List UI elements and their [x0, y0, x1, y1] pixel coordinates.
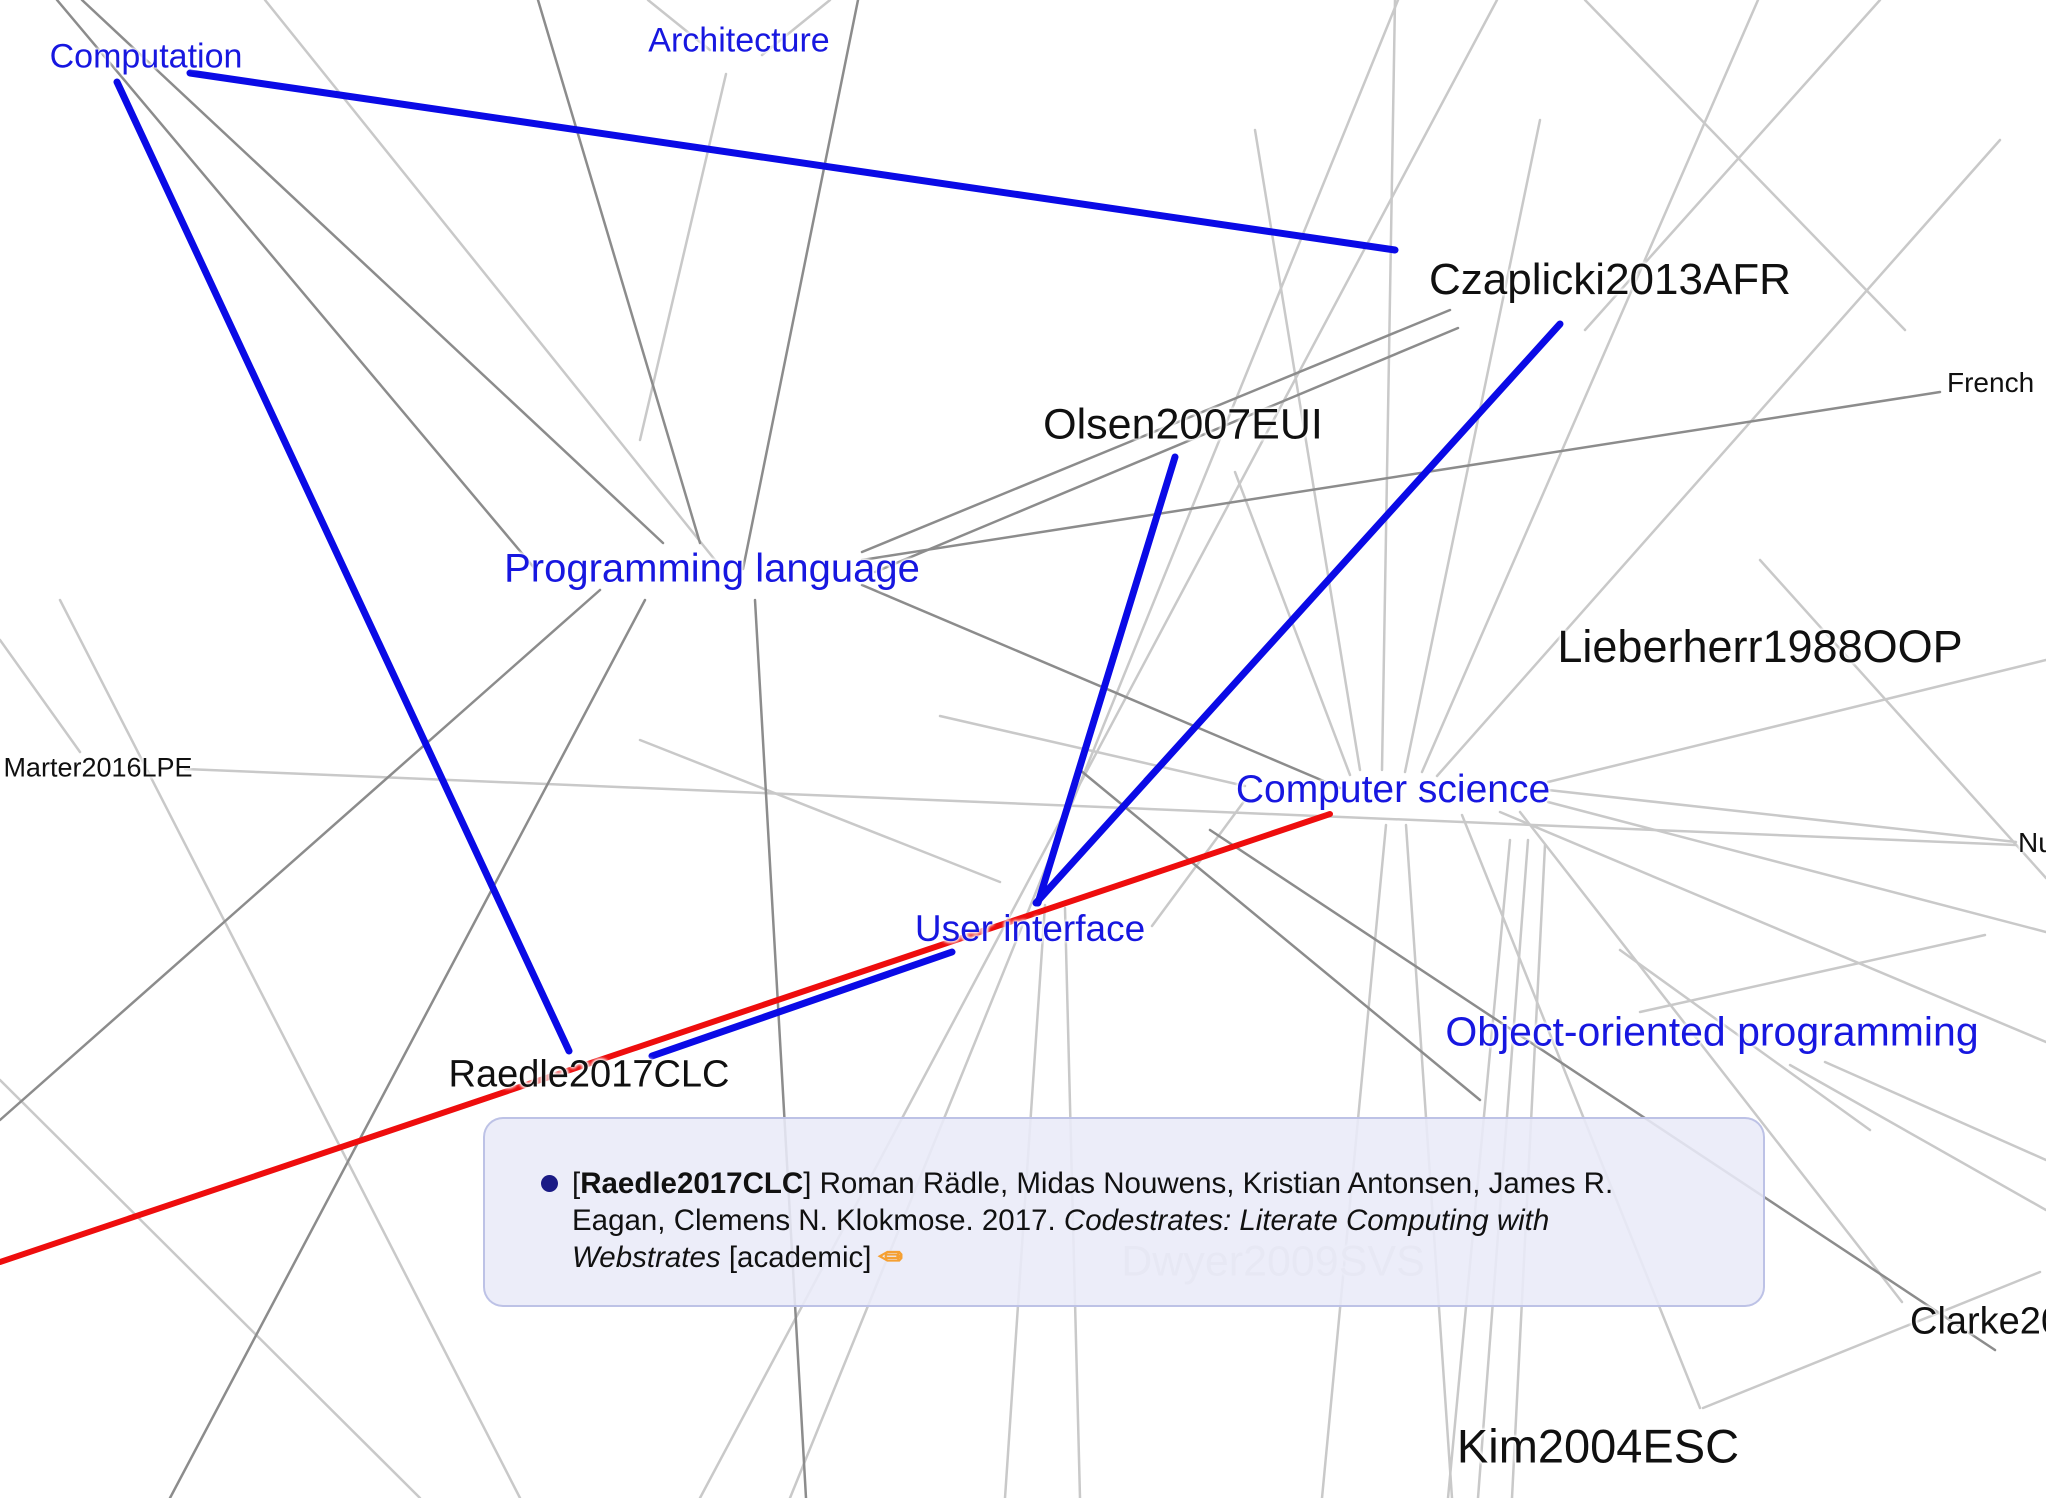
graph-node-marter2016lpe[interactable]: Marter2016LPE — [3, 752, 193, 783]
graph-node-lieberherr1988oop[interactable]: Lieberherr1988OOP — [1557, 621, 1963, 672]
graph-edge-lg — [1546, 800, 2046, 934]
graph-edge-lg — [1701, 1270, 2042, 1410]
graph-edge-lg — [646, 0, 712, 52]
graph-edge-lg — [638, 738, 1002, 884]
graph-edge-dg — [860, 308, 1452, 554]
graph-edge-b — [113, 78, 573, 1055]
graph-node-clarke20[interactable]: Clarke20 — [1910, 1300, 2046, 1343]
graph-edge-r — [0, 811, 1333, 1265]
graph-edge-dg — [753, 598, 808, 1498]
graph-node-czaplicki2013afr[interactable]: Czaplicki2013AFR — [1429, 255, 1791, 304]
graph-edge-lg — [0, 638, 82, 754]
citation-bullet-icon — [541, 1175, 558, 1192]
graph-node-nu[interactable]: Nu — [2018, 827, 2046, 858]
graph-edge-dg — [536, 0, 702, 545]
graph-node-computation[interactable]: Computation — [49, 37, 243, 76]
graph-edge-lg — [1150, 798, 1247, 928]
graph-edge-lg — [1460, 813, 1702, 1410]
graph-edge-lg — [1638, 933, 1987, 1014]
citation-tooltip: [Raedle2017CLC] Roman Rädle, Midas Nouwe… — [483, 1117, 1765, 1307]
graph-edge-lg — [58, 598, 522, 1498]
graph-edge-lg — [1403, 118, 1542, 774]
graph-edge-lg — [760, 0, 832, 57]
graph-edge-lg — [1618, 948, 1872, 1132]
graph-edge-lg — [1435, 138, 2002, 778]
graph-edge-lg — [1758, 558, 2046, 880]
graph-edge-lg — [1546, 658, 2046, 784]
graph-edge-dg — [873, 326, 1460, 574]
graph-edge-lg — [1380, 0, 1397, 772]
graph-edge-lg — [638, 72, 728, 442]
graph-edge-lg — [0, 1078, 422, 1498]
graph-edge-lg — [1518, 810, 1904, 1304]
graph-node-architecture[interactable]: Architecture — [648, 21, 830, 60]
graph-node-programming-language[interactable]: Programming language — [504, 546, 920, 591]
graph-edge-dg — [55, 0, 538, 572]
citation-text: [Raedle2017CLC] Roman Rädle, Midas Nouwe… — [572, 1165, 1703, 1276]
graph-edge-dg — [860, 390, 1942, 562]
graph-edge-b — [1034, 453, 1179, 907]
graph-edge-dg — [1208, 828, 1997, 1352]
graph-node-french[interactable]: French — [1947, 367, 2035, 398]
graph-edge-lg — [1546, 788, 2018, 844]
graph-edge-lg — [938, 714, 1247, 788]
graph-edge-b — [1032, 320, 1564, 907]
graph-edge-lg — [1583, 0, 1907, 332]
graph-edge-b — [186, 69, 1399, 254]
graph-edge-dg — [80, 0, 665, 545]
citation-segment-bold: Raedle2017CLC — [580, 1167, 804, 1200]
graph-node-object-oriented-programming[interactable]: Object-oriented programming — [1445, 1008, 1979, 1055]
graph-edge-lg — [1583, 0, 1882, 332]
graph-node-raedle2017clc[interactable]: Raedle2017CLC — [448, 1053, 730, 1096]
graph-node-computer-science[interactable]: Computer science — [1235, 768, 1551, 811]
graph-edge-lg — [1420, 0, 1760, 774]
graph-edge-dg — [1078, 768, 1482, 1102]
graph-node-user-interface[interactable]: User interface — [914, 908, 1146, 949]
edit-pencil-icon[interactable]: ✏ — [877, 1241, 903, 1274]
graph-edge-dg — [741, 0, 860, 571]
graph-edge-lg — [1498, 810, 2046, 1044]
citation-segment-plain: [academic] — [720, 1241, 872, 1274]
graph-edge-b — [648, 948, 956, 1060]
graph-edge-lg — [1823, 1060, 2046, 1162]
graph-edge-dg — [168, 598, 647, 1498]
citation-segment-italic: Codestrates: Literate Computing with Web… — [572, 1204, 1550, 1274]
graph-edge-lg — [1788, 1063, 2046, 1212]
graph-edge-lg — [183, 767, 2018, 847]
citation-segment-plain: ] Roman Rädle, Midas Nouwens, Kristian A… — [572, 1167, 1614, 1237]
graph-edge-lg — [263, 0, 717, 562]
graph-edge-dg — [0, 588, 602, 1122]
graph-node-kim2004esc[interactable]: Kim2004ESC — [1456, 1419, 1740, 1473]
graph-node-olsen2007eui[interactable]: Olsen2007EUI — [1043, 400, 1323, 449]
graph-edge-lg — [1253, 128, 1362, 772]
citation-segment-plain: [ — [572, 1167, 581, 1200]
